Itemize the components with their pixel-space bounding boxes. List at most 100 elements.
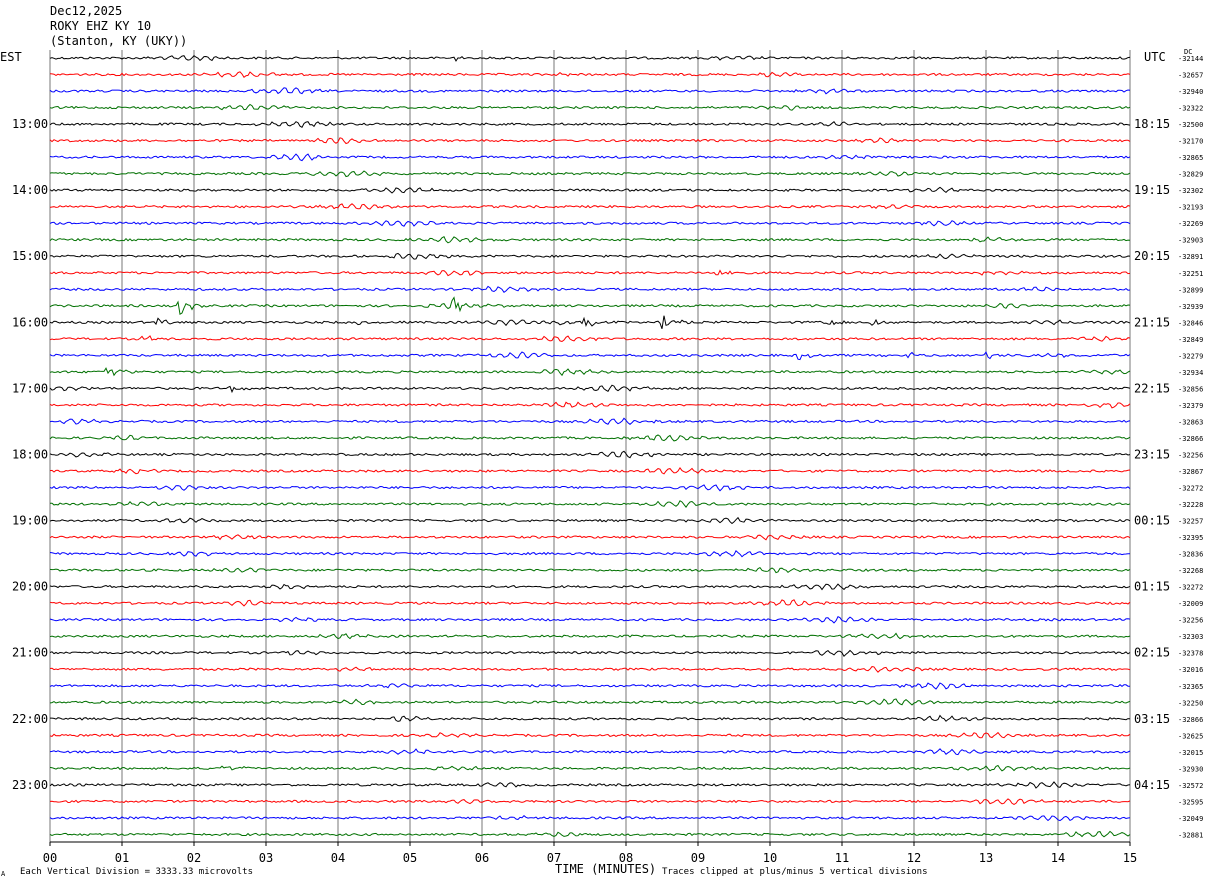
trace-line bbox=[49, 748, 1131, 756]
trace-line bbox=[49, 384, 1131, 394]
trace-line bbox=[49, 55, 1131, 62]
dc-offset-label: -32395 bbox=[1178, 534, 1203, 542]
clip-note: Traces clipped at plus/minus 5 vertical … bbox=[662, 867, 928, 877]
x-tick-label: 04 bbox=[331, 851, 345, 865]
trace-line bbox=[49, 103, 1131, 111]
x-tick-label: 05 bbox=[403, 851, 417, 865]
x-tick-label: 15 bbox=[1123, 851, 1137, 865]
dc-offset-label: -32899 bbox=[1178, 286, 1203, 294]
dc-offset-label: -32322 bbox=[1178, 105, 1203, 113]
hour-label-est: 20:00 bbox=[12, 580, 48, 594]
dc-offset-label: -32595 bbox=[1178, 798, 1203, 806]
trace-line bbox=[49, 549, 1131, 558]
hour-label-est: 15:00 bbox=[12, 249, 48, 263]
trace-line bbox=[49, 351, 1131, 361]
dc-offset-label: -32939 bbox=[1178, 303, 1203, 311]
x-axis-label: TIME (MINUTES) bbox=[555, 862, 657, 876]
hour-label-utc: 04:15 bbox=[1134, 778, 1170, 792]
x-tick-label: 09 bbox=[691, 851, 705, 865]
trace-line bbox=[49, 484, 1131, 492]
x-tick-label: 14 bbox=[1051, 851, 1065, 865]
dc-offset-label: -32500 bbox=[1178, 121, 1203, 129]
x-tick-label: 06 bbox=[475, 851, 489, 865]
dc-offset-label: -32279 bbox=[1178, 352, 1203, 360]
x-tick-label: 13 bbox=[979, 851, 993, 865]
dc-offset-label: -32881 bbox=[1178, 831, 1203, 839]
x-tick-label: 10 bbox=[763, 851, 777, 865]
dc-offset-label: -32272 bbox=[1178, 584, 1203, 592]
dc-offset-label: -32846 bbox=[1178, 319, 1203, 327]
dc-offset-label: -32829 bbox=[1178, 171, 1203, 179]
trace-line bbox=[49, 649, 1131, 658]
dc-offset-label: -32903 bbox=[1178, 237, 1203, 245]
dc-offset-label: -32657 bbox=[1178, 72, 1203, 80]
right-timezone-label: UTC bbox=[1144, 50, 1166, 64]
hour-label-utc: 00:15 bbox=[1134, 514, 1170, 528]
trace-line bbox=[49, 434, 1131, 442]
trace-line bbox=[49, 467, 1131, 475]
trace-line bbox=[49, 516, 1131, 525]
trace-line bbox=[49, 764, 1131, 772]
hour-label-utc: 21:15 bbox=[1134, 315, 1170, 329]
trace-line bbox=[49, 153, 1131, 162]
trace-line bbox=[49, 296, 1131, 316]
hour-label-est: 17:00 bbox=[12, 381, 48, 395]
dc-offset-label: -32934 bbox=[1178, 369, 1203, 377]
dc-offset-label: -32272 bbox=[1178, 485, 1203, 493]
trace-line bbox=[49, 830, 1131, 838]
hour-label-utc: 18:15 bbox=[1134, 117, 1170, 131]
dc-offset-label: -32250 bbox=[1178, 699, 1203, 707]
trace-line bbox=[49, 315, 1131, 329]
x-tick-label: 03 bbox=[259, 851, 273, 865]
dc-offset-label: -32257 bbox=[1178, 518, 1203, 526]
trace-line bbox=[49, 252, 1131, 260]
station-location: (Stanton, KY (UKY)) bbox=[50, 34, 188, 48]
trace-line bbox=[49, 137, 1131, 145]
station-name: ROKY EHZ KY 10 bbox=[50, 19, 152, 33]
time-labels: 00 01 02 03 04 05 06 07 08 09 10 11 12 13 14 15 -32144 -3… bbox=[12, 55, 1203, 865]
trace-line bbox=[49, 120, 1131, 129]
scale-note: Each Vertical Division = 3333.33 microvo… bbox=[20, 867, 253, 877]
hour-label-est: 18:00 bbox=[12, 447, 48, 461]
seismic-traces bbox=[49, 55, 1131, 838]
dc-offset-label: -32849 bbox=[1178, 336, 1203, 344]
trace-line bbox=[49, 220, 1131, 227]
hour-label-est: 13:00 bbox=[12, 117, 48, 131]
dc-offset-label: -32625 bbox=[1178, 732, 1203, 740]
trace-line bbox=[49, 203, 1131, 210]
hour-label-est: 19:00 bbox=[12, 514, 48, 528]
trace-line bbox=[49, 616, 1131, 624]
x-tick-label: 02 bbox=[187, 851, 201, 865]
dc-offset-label: -32303 bbox=[1178, 633, 1203, 641]
x-tick-label: 11 bbox=[835, 851, 849, 865]
dc-offset-label: -32365 bbox=[1178, 683, 1203, 691]
hour-label-utc: 01:15 bbox=[1134, 580, 1170, 594]
dc-offset-label: -32049 bbox=[1178, 815, 1203, 823]
dc-offset-label: -32228 bbox=[1178, 501, 1203, 509]
dc-offset-label: -32891 bbox=[1178, 253, 1203, 261]
dc-offset-label: -32856 bbox=[1178, 385, 1203, 393]
dc-offset-label: -32836 bbox=[1178, 551, 1203, 559]
trace-line bbox=[49, 335, 1131, 343]
trace-line bbox=[49, 285, 1131, 294]
hour-label-utc: 22:15 bbox=[1134, 381, 1170, 395]
dc-label: DC bbox=[1184, 48, 1193, 56]
trace-line bbox=[49, 269, 1131, 277]
dc-offset-label: -32378 bbox=[1178, 650, 1203, 658]
trace-line bbox=[49, 566, 1131, 574]
x-tick-label: 00 bbox=[43, 851, 57, 865]
dc-offset-label: -32572 bbox=[1178, 782, 1203, 790]
trace-line bbox=[49, 666, 1131, 673]
dc-offset-label: -32193 bbox=[1178, 204, 1203, 212]
dc-offset-label: -32269 bbox=[1178, 220, 1203, 228]
trace-line bbox=[49, 367, 1131, 377]
hour-label-utc: 03:15 bbox=[1134, 712, 1170, 726]
trace-line bbox=[49, 186, 1131, 194]
trace-line bbox=[49, 798, 1131, 805]
trace-line bbox=[49, 417, 1131, 425]
hour-label-utc: 19:15 bbox=[1134, 183, 1170, 197]
trace-line bbox=[50, 714, 1131, 722]
trace-line bbox=[50, 500, 1131, 508]
hour-label-est: 22:00 bbox=[12, 712, 48, 726]
